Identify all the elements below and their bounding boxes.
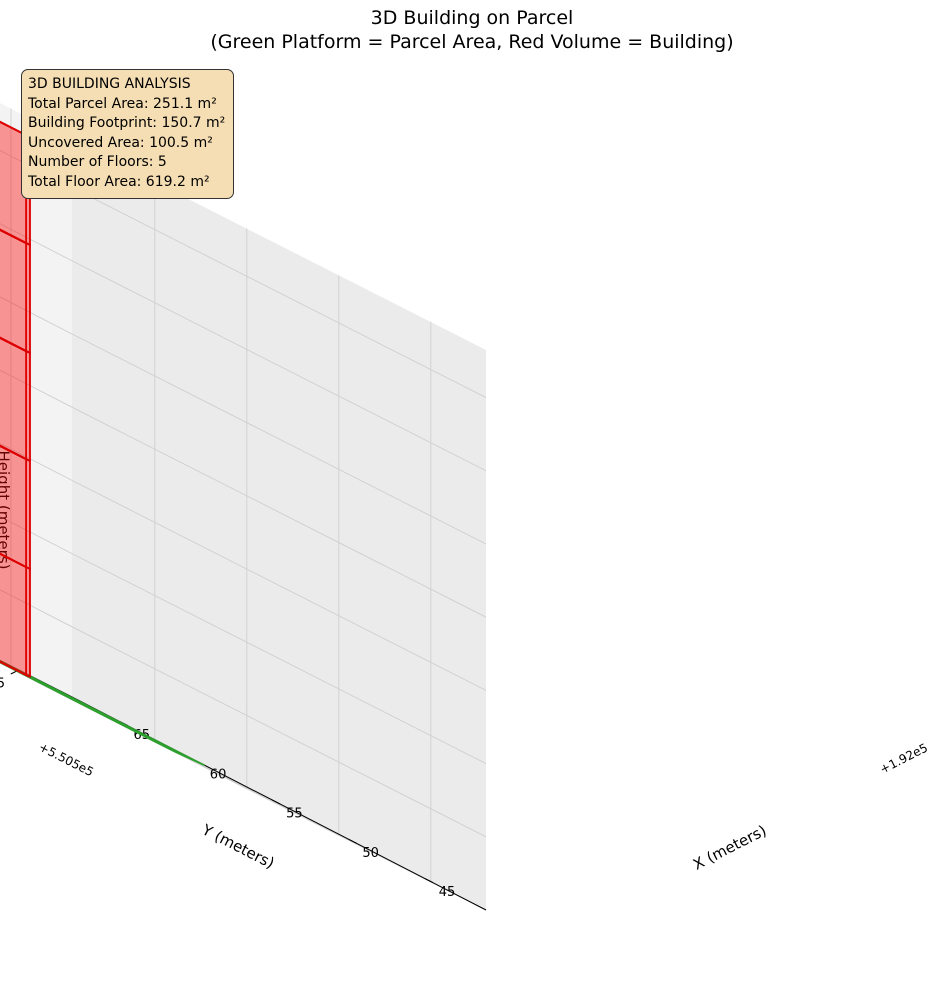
x-tick-50 bbox=[348, 838, 357, 844]
floor-3-top bbox=[0, 336, 31, 354]
grid-back-z-10 bbox=[0, 296, 73, 335]
floor-4-wall-4 bbox=[25, 242, 31, 354]
x-tick-label-50: 50 bbox=[362, 846, 379, 861]
grid-back-z-6 bbox=[0, 442, 73, 481]
grid-side-z-4 bbox=[71, 553, 487, 764]
y-axis-label: Y (meters) bbox=[198, 820, 277, 872]
chart-title-line1: 3D Building on Parcel bbox=[370, 7, 574, 29]
grid-back-z-8 bbox=[0, 369, 73, 408]
grid-side-z-10 bbox=[71, 333, 487, 545]
pane-right bbox=[0, 102, 72, 700]
info-uncovered: Uncovered Area: 100.5 m² bbox=[28, 134, 213, 151]
floor-4-top bbox=[0, 228, 31, 246]
grid-side-z-6 bbox=[71, 479, 487, 691]
x-axis-offset: +1.92e5 bbox=[878, 741, 931, 777]
floor-1-top bbox=[0, 552, 31, 570]
floor-3-wall-4 bbox=[25, 350, 31, 462]
chart-title-line2: (Green Platform = Parcel Area, Red Volum… bbox=[210, 31, 734, 53]
info-heading: 3D BUILDING ANALYSIS bbox=[28, 76, 191, 92]
x-tick-label-45: 45 bbox=[439, 885, 456, 900]
grid-back-z-14 bbox=[0, 150, 73, 188]
info-floors: Number of Floors: 5 bbox=[28, 154, 167, 170]
x-tick-label-55: 55 bbox=[286, 807, 303, 822]
analysis-info-box: 3D BUILDING ANALYSIS Total Parcel Area: … bbox=[21, 69, 235, 199]
y-axis-offset: +5.505e5 bbox=[37, 740, 96, 779]
grid-back-z-2 bbox=[0, 589, 73, 628]
z-axis-label: Height (meters) bbox=[0, 451, 13, 570]
floor-2-top bbox=[0, 444, 31, 462]
x-tick-45 bbox=[424, 878, 434, 884]
x-axis-label: X (meters) bbox=[690, 821, 769, 873]
pane-left bbox=[72, 140, 486, 910]
grid-side-z-14 bbox=[71, 187, 487, 398]
floor-2-wall-4 bbox=[25, 458, 31, 570]
chart-title: 3D Building on Parcel (Green Platform = … bbox=[0, 6, 944, 54]
grid-side-z-12 bbox=[71, 260, 487, 472]
x-tick-label-60: 60 bbox=[210, 767, 227, 782]
grid-side-z-2 bbox=[71, 626, 487, 838]
floor-1-wall-4 bbox=[25, 566, 31, 678]
info-footprint: Building Footprint: 150.7 m² bbox=[28, 115, 226, 131]
info-parcel-area: Total Parcel Area: 251.1 m² bbox=[28, 95, 217, 112]
grid-side-z-8 bbox=[71, 406, 487, 618]
grid-back-z-12 bbox=[0, 223, 73, 262]
info-floor-area: Total Floor Area: 619.2 m² bbox=[28, 173, 210, 190]
y-tick-label-75: 75 bbox=[0, 677, 5, 692]
x-tick-55 bbox=[272, 799, 281, 805]
parcel-platform bbox=[0, 660, 205, 767]
grid-back-z-4 bbox=[0, 516, 73, 554]
